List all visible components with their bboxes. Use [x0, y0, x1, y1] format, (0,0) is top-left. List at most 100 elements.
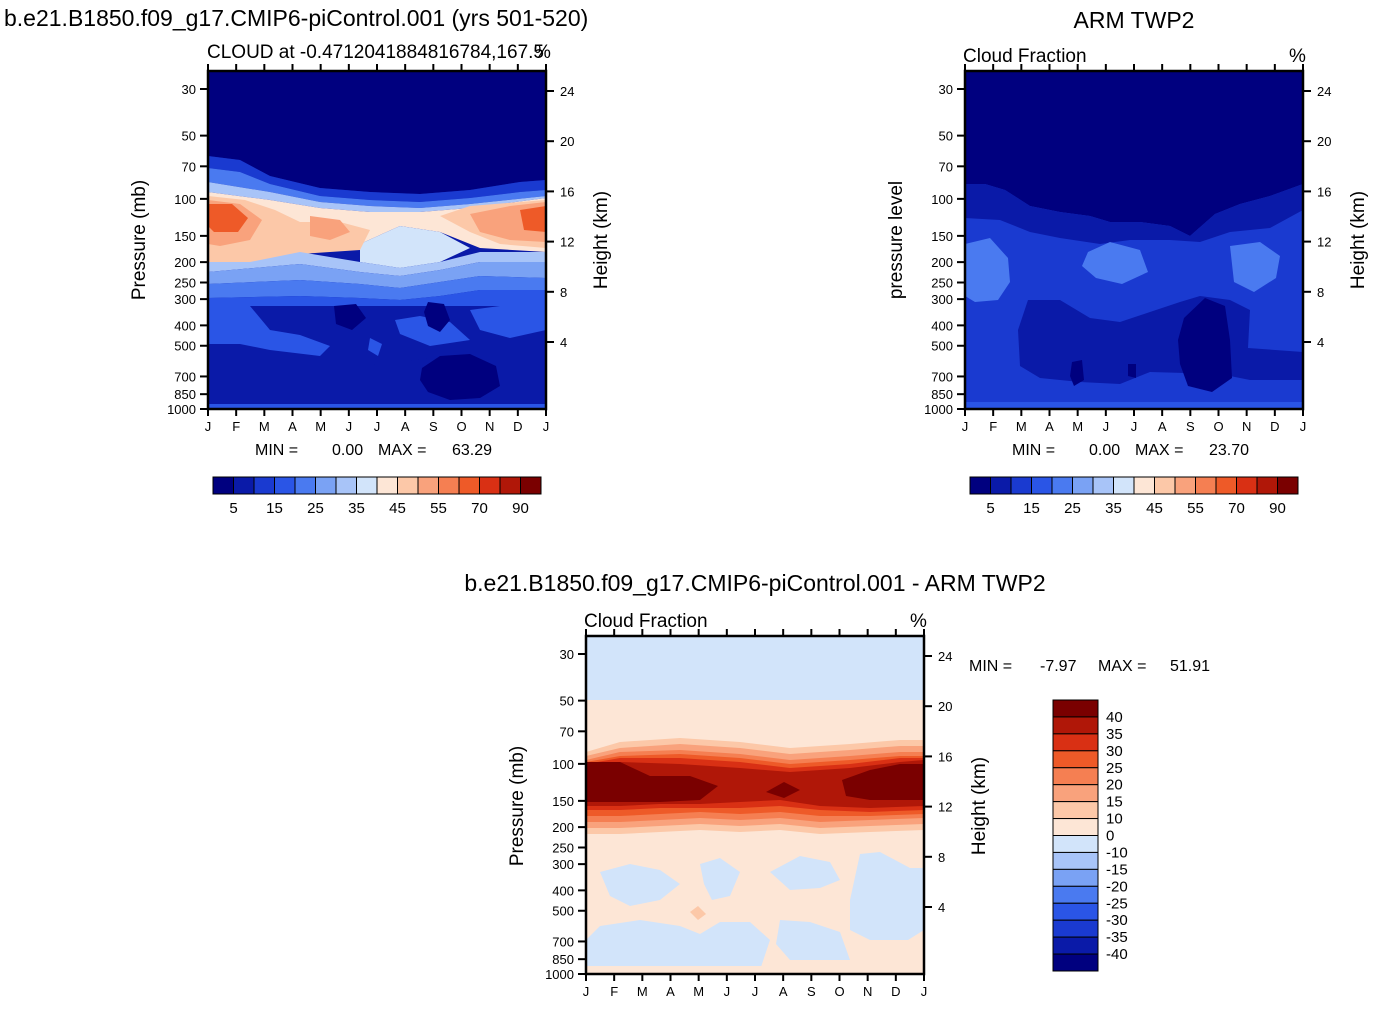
model-colorbar-label: 25: [307, 500, 324, 517]
diff-x-tick-label: A: [666, 984, 675, 999]
diff-small-warm-patch: [690, 906, 706, 920]
obs-colorbar-swatch: [990, 476, 1012, 495]
diff-colorbar-swatch: [1052, 801, 1099, 820]
obs-colorbar-swatch: [1031, 476, 1053, 495]
obs-x-tick-label: J: [1103, 419, 1110, 434]
obs-ylabel-right: Height (km): [1348, 191, 1369, 289]
model-lower-darkest: [334, 302, 500, 400]
obs-field: [965, 71, 1303, 409]
diff-y-tick-label: 1000: [545, 967, 574, 982]
obs-title: ARM TWP2: [1074, 7, 1195, 33]
obs-colorbar-swatch: [1174, 476, 1196, 495]
obs-ylabel-left: pressure level: [886, 181, 907, 299]
diff-y-tick-label: 250: [552, 840, 574, 855]
obs-stats-min: 0.00: [1089, 442, 1120, 459]
obs-stats-min-label: MIN =: [1012, 442, 1055, 459]
diff-y-tick-label: 700: [552, 934, 574, 949]
model-y-tick-label: 500: [174, 339, 196, 354]
model-x-tick-label: J: [543, 419, 550, 434]
obs-colorbar-swatch: [1092, 476, 1114, 495]
obs-x-tick-label: M: [1016, 419, 1027, 434]
diff-y-tick-label: 100: [552, 757, 574, 772]
model-y-tick-label: 200: [174, 255, 196, 270]
model-stats-min-label: MIN =: [255, 442, 298, 459]
model-y-tick-label: 150: [174, 229, 196, 244]
diff-surface-band: [586, 966, 924, 974]
obs-y-tick-label: 150: [931, 229, 953, 244]
diff-colorbar-swatch: [1052, 868, 1099, 887]
diff-colorbar-label: 30: [1106, 743, 1123, 760]
model-light-region: [208, 196, 546, 266]
diff-colorbar-swatch: [1052, 936, 1099, 955]
diff-y-tick-label: 200: [552, 820, 574, 835]
model-colorbar-label: 35: [348, 500, 365, 517]
model-y-tick-label: 30: [182, 82, 196, 97]
diff-negative-patches: [586, 852, 924, 970]
model-colorbar-label: 15: [266, 500, 283, 517]
model-x-tick-label: F: [232, 419, 240, 434]
diff-x-tick-label: M: [693, 984, 704, 999]
model-colorbar-swatch: [479, 476, 501, 495]
obs-height-tick-label: 16: [1317, 184, 1331, 199]
diff-x-tick-label: A: [779, 984, 788, 999]
obs-colorbar-swatch: [1072, 476, 1094, 495]
obs-colorbar-swatch: [1010, 476, 1032, 495]
obs-height-tick-label: 4: [1317, 335, 1324, 350]
diff-colorbar-label: -30: [1106, 912, 1128, 929]
diff-x-tick-label: S: [807, 984, 816, 999]
diff-x-tick-label: J: [583, 984, 590, 999]
model-colorbar-swatch: [294, 476, 316, 495]
model-height-tick-label: 4: [560, 335, 567, 350]
diff-y-tick-label: 30: [560, 647, 574, 662]
diff-colorbar-label: -40: [1106, 946, 1128, 963]
diff-colorbar-swatch: [1052, 953, 1099, 972]
model-colorbar-swatch: [520, 476, 542, 495]
diff-colorbar-label: -20: [1106, 878, 1128, 895]
obs-y-tick-label: 400: [931, 318, 953, 333]
model-height-tick-label: 20: [560, 134, 574, 149]
obs-y-tick-label: 1000: [924, 402, 953, 417]
obs-colorbar-label: 15: [1023, 500, 1040, 517]
diff-colorbar-label: 20: [1106, 777, 1123, 794]
obs-y-tick-label: 70: [939, 159, 953, 174]
model-title: b.e21.B1850.f09_g17.CMIP6-piControl.001 …: [4, 5, 588, 31]
model-lower-band-3: [208, 276, 546, 300]
obs-colorbar-swatch: [1277, 476, 1299, 495]
model-band-2: [208, 168, 546, 208]
diff-colorbar-swatch: [1052, 835, 1099, 853]
diff-stats-max: 51.91: [1170, 658, 1210, 675]
model-colorbar-swatch: [233, 476, 255, 495]
model-colorbar-swatch: [438, 476, 460, 495]
diff-y-tick-label: 50: [560, 694, 574, 709]
obs-colorbar-swatch: [1133, 476, 1155, 495]
diff-height-tick-label: 16: [938, 749, 952, 764]
obs-colorbar-label: 90: [1269, 500, 1286, 517]
diff-colorbar-label: 35: [1106, 726, 1123, 743]
model-x-tick-label: D: [513, 419, 522, 434]
model-colorbar-swatch: [397, 476, 419, 495]
diff-colorbar-swatch: [1052, 733, 1099, 752]
model-field: [208, 71, 546, 409]
diff-colorbar-label: -15: [1106, 861, 1128, 878]
obs-x-tick-label: A: [1045, 419, 1054, 434]
model-x-tick-label: S: [429, 419, 438, 434]
obs-darkest-cell: [1070, 298, 1232, 392]
obs-height-tick-label: 12: [1317, 235, 1331, 250]
diff-height-tick-label: 20: [938, 699, 952, 714]
obs-height-tick-label: 8: [1317, 285, 1324, 300]
model-colorbar-swatch: [212, 476, 234, 495]
obs-colorbar-swatch: [1215, 476, 1237, 495]
obs-height-tick-label: 20: [1317, 134, 1331, 149]
model-band-1: [208, 156, 546, 202]
model-colorbar-swatch: [356, 476, 378, 495]
model-y-tick-label: 50: [182, 129, 196, 144]
diff-height-tick-label: 12: [938, 800, 952, 815]
model-x-tick-label: O: [456, 419, 466, 434]
obs-y-tick-label: 200: [931, 255, 953, 270]
obs-y-tick-label: 700: [931, 369, 953, 384]
model-x-tick-label: J: [346, 419, 353, 434]
obs-surface-band-2: [965, 402, 1303, 409]
obs-subtitle: Cloud Fraction: [963, 46, 1087, 67]
obs-colorbar-swatch: [1236, 476, 1258, 495]
